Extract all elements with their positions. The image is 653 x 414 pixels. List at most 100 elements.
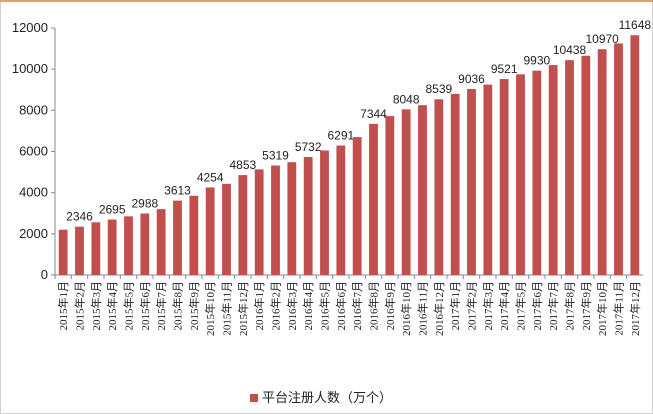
y-tick-label: 10000: [12, 61, 48, 76]
x-tick-label: 2017年7月: [546, 281, 560, 331]
bar: [254, 169, 264, 275]
x-tick-label: 2016年7月: [350, 281, 364, 331]
value-label: 10438: [553, 43, 587, 57]
bar: [173, 200, 182, 275]
x-tick-label: 2015年12月: [236, 281, 250, 336]
bar: [156, 209, 166, 275]
bar: [124, 216, 133, 275]
x-tick-label: 2017年4月: [497, 281, 511, 331]
bar: [450, 93, 460, 275]
x-tick-label: 2017年11月: [612, 281, 626, 336]
value-label: 7344: [360, 107, 387, 121]
x-tick-label: 2016年10月: [399, 281, 413, 336]
value-label: 3613: [164, 184, 191, 198]
x-tick-label: 2017年8月: [563, 281, 577, 331]
legend-label: 平台注册人数（万个）: [262, 390, 392, 405]
bar: [336, 145, 346, 275]
x-tick-label: 2015年6月: [138, 281, 152, 331]
x-tick-label: 2016年1月: [252, 281, 266, 331]
value-label: 2988: [131, 196, 158, 210]
bar: [483, 84, 493, 276]
bar: [369, 123, 378, 275]
value-label: 4853: [229, 158, 256, 172]
value-label: 10970: [585, 32, 619, 46]
value-label: 6291: [327, 129, 354, 143]
x-tick-label: 2016年4月: [301, 281, 315, 331]
x-tick-label: 2015年8月: [171, 281, 185, 331]
value-label: 2346: [66, 210, 93, 224]
x-tick-label: 2015年2月: [73, 281, 87, 331]
x-tick-label: 2017年12月: [628, 281, 642, 336]
bar: [565, 60, 574, 275]
bar: [271, 165, 280, 275]
x-tick-label: 2016年8月: [367, 281, 381, 331]
value-label: 4254: [197, 170, 224, 184]
bar: [434, 99, 444, 275]
y-tick-label: 0: [41, 267, 48, 282]
x-tick-label: 2016年5月: [318, 281, 332, 331]
bar: [222, 183, 231, 275]
bar: [205, 187, 215, 275]
x-tick-label: 2017年6月: [530, 281, 544, 331]
value-label: 11648: [619, 18, 652, 32]
y-tick-label: 2000: [19, 226, 48, 241]
value-label: 9930: [523, 54, 550, 68]
bar: [516, 74, 525, 275]
bar: [385, 116, 395, 275]
bar: [107, 219, 117, 275]
x-tick-label: 2016年3月: [285, 281, 299, 331]
legend-swatch: [250, 394, 258, 402]
x-tick-label: 2016年6月: [334, 281, 348, 331]
x-tick-label: 2017年1月: [448, 281, 462, 331]
bar: [287, 162, 297, 275]
bar: [303, 157, 313, 275]
bar: [320, 150, 329, 275]
value-label: 9521: [491, 62, 518, 76]
bar: [75, 226, 84, 275]
bar: [140, 213, 150, 275]
bar: [467, 89, 476, 275]
bar: [630, 35, 640, 276]
x-tick-label: 2015年1月: [56, 281, 70, 331]
x-tick-label: 2017年2月: [465, 281, 479, 331]
y-tick-label: 6000: [19, 144, 48, 159]
y-tick-label: 12000: [12, 20, 48, 35]
x-tick-label: 2016年11月: [416, 281, 430, 336]
value-label: 5319: [262, 149, 289, 163]
x-tick-label: 2015年9月: [187, 281, 201, 331]
x-tick-label: 2017年10月: [595, 281, 609, 336]
value-label: 8048: [393, 92, 420, 106]
y-tick-label: 4000: [19, 185, 48, 200]
x-tick-label: 2015年4月: [105, 281, 119, 331]
x-tick-label: 2017年5月: [514, 281, 528, 331]
bar: [614, 43, 623, 275]
bar: [401, 109, 411, 275]
value-label: 2695: [99, 203, 126, 217]
bar: [238, 175, 248, 275]
value-label: 5732: [295, 140, 322, 154]
x-tick-label: 2015年5月: [122, 281, 136, 331]
x-tick-label: 2015年7月: [154, 281, 168, 331]
y-tick-label: 8000: [19, 102, 48, 117]
x-tick-label: 2016年9月: [383, 281, 397, 331]
value-label: 9036: [458, 72, 485, 86]
bar: [581, 55, 591, 275]
x-tick-label: 2016年12月: [432, 281, 446, 336]
x-tick-label: 2017年9月: [579, 281, 593, 331]
x-tick-label: 2015年3月: [89, 281, 103, 331]
bar: [58, 229, 68, 275]
bar: [189, 195, 199, 275]
x-tick-label: 2017年3月: [481, 281, 495, 331]
bar: [532, 70, 542, 275]
bar: [352, 137, 362, 275]
x-tick-label: 2015年10月: [203, 281, 217, 336]
bar: [499, 79, 509, 275]
x-tick-label: 2016年2月: [269, 281, 283, 331]
x-tick-label: 2015年11月: [220, 281, 234, 336]
bar: [548, 65, 558, 275]
bar: [597, 49, 607, 275]
value-label: 8539: [425, 82, 452, 96]
bar: [91, 222, 101, 275]
bar: [418, 105, 427, 275]
